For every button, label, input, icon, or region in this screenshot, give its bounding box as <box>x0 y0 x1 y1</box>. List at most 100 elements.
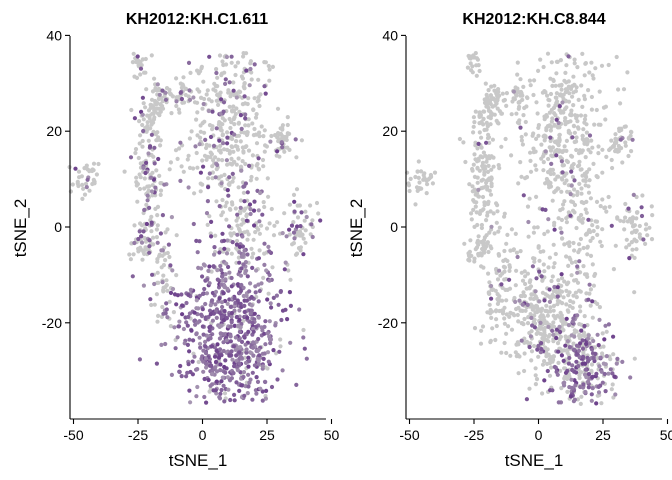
data-point <box>589 398 594 403</box>
data-point <box>639 213 645 219</box>
data-point <box>542 298 547 303</box>
data-point <box>577 259 582 264</box>
data-point <box>555 285 560 290</box>
data-point <box>148 102 153 107</box>
data-point <box>225 301 230 306</box>
data-point <box>482 250 487 255</box>
data-point <box>280 127 285 132</box>
data-point <box>637 232 642 237</box>
data-point <box>570 174 576 180</box>
data-point <box>579 328 584 333</box>
data-point <box>466 53 471 59</box>
data-point <box>572 210 577 215</box>
data-point <box>197 341 203 346</box>
data-point <box>557 133 562 138</box>
data-point <box>560 236 565 241</box>
data-point <box>92 181 97 186</box>
data-point <box>314 200 320 206</box>
data-point <box>480 241 485 246</box>
data-point <box>269 133 274 139</box>
data-point <box>490 287 495 292</box>
data-point <box>291 241 296 246</box>
data-point <box>561 358 566 363</box>
data-point <box>408 176 413 181</box>
data-point <box>475 222 480 228</box>
data-point <box>559 159 565 164</box>
data-point <box>224 54 229 60</box>
data-point <box>262 262 267 267</box>
data-point <box>229 284 234 289</box>
data-point <box>604 329 609 334</box>
data-point <box>552 364 557 370</box>
data-point <box>285 122 290 128</box>
data-point <box>196 306 201 311</box>
data-point <box>229 275 234 281</box>
data-point <box>649 204 654 209</box>
data-point <box>581 385 586 390</box>
data-point <box>246 355 251 360</box>
data-point <box>594 219 600 224</box>
data-point <box>643 227 649 232</box>
data-point <box>261 356 266 361</box>
data-point <box>288 340 293 345</box>
data-point <box>248 281 253 286</box>
data-point <box>171 310 176 315</box>
data-point <box>488 192 494 197</box>
data-point <box>250 255 255 260</box>
data-point <box>546 97 551 102</box>
data-point <box>502 316 507 321</box>
data-point <box>516 319 521 324</box>
data-point <box>223 358 228 363</box>
data-point <box>304 356 309 361</box>
data-point <box>250 370 255 375</box>
data-point <box>485 169 491 174</box>
y-tick-label: -20 <box>42 315 62 331</box>
data-point <box>575 113 580 118</box>
data-point <box>499 282 504 287</box>
data-point <box>218 150 223 155</box>
data-point <box>554 99 560 104</box>
data-point <box>239 339 245 344</box>
data-point <box>128 155 134 160</box>
data-point <box>630 137 635 142</box>
data-point <box>200 121 205 126</box>
data-point <box>143 105 148 110</box>
data-point <box>545 229 550 234</box>
data-point <box>554 59 560 64</box>
data-point <box>244 218 249 223</box>
data-point <box>528 296 533 301</box>
data-point <box>562 380 567 385</box>
data-point <box>248 211 253 217</box>
data-point <box>564 288 569 293</box>
data-point <box>164 283 169 288</box>
data-point <box>586 229 591 234</box>
data-point <box>146 188 151 193</box>
data-point <box>232 398 237 403</box>
data-point <box>263 379 268 385</box>
data-point <box>207 281 212 286</box>
data-point <box>264 226 270 231</box>
data-point <box>588 150 593 155</box>
data-point <box>216 102 221 107</box>
data-point <box>514 250 520 255</box>
data-point <box>267 278 272 283</box>
data-point <box>243 206 248 211</box>
data-point <box>589 362 595 367</box>
data-point <box>557 104 562 109</box>
data-point <box>147 244 152 249</box>
data-point <box>236 133 242 138</box>
data-point <box>207 171 212 176</box>
data-point <box>604 354 609 359</box>
data-point <box>476 194 481 199</box>
data-point <box>197 335 202 340</box>
data-point <box>235 298 240 303</box>
data-point <box>529 292 534 297</box>
data-point <box>246 123 251 128</box>
data-point <box>484 218 489 223</box>
data-point <box>147 238 152 243</box>
data-point <box>167 299 172 304</box>
data-point <box>492 83 497 88</box>
data-point <box>200 182 205 187</box>
data-point <box>181 75 186 80</box>
data-point <box>186 314 191 320</box>
